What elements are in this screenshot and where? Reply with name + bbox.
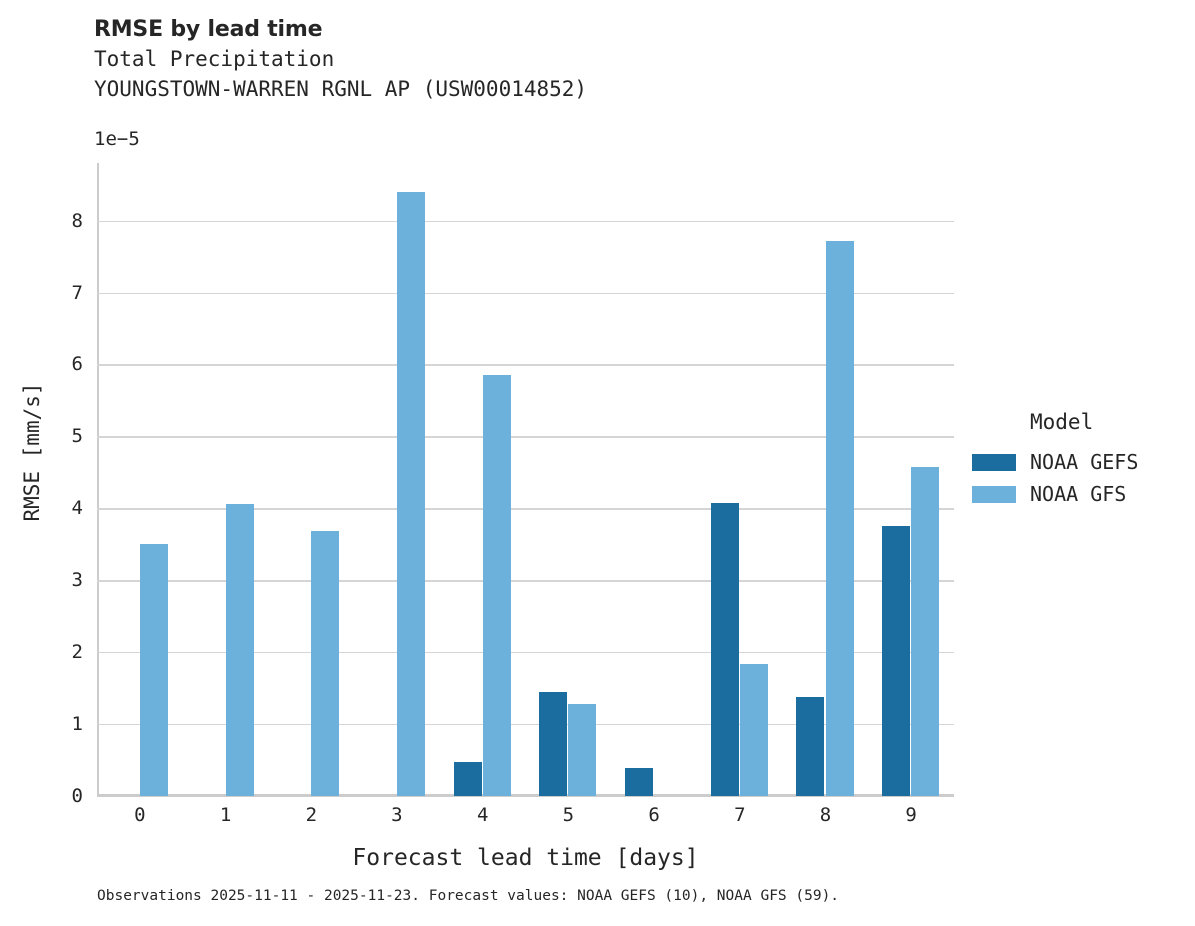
y-axis-tick-label: 1: [71, 713, 83, 736]
y-axis-tick-label: 5: [71, 425, 83, 448]
y-axis-offset-label: 1e−5: [94, 128, 140, 150]
x-axis-title: Forecast lead time [days]: [352, 845, 699, 871]
title-block: RMSE by lead time Total Precipitation YO…: [94, 16, 914, 104]
bar-noaa-gefs-lead-5[interactable]: [539, 691, 568, 796]
x-axis-tick-label: 0: [134, 804, 146, 826]
y-axis-tick-label: 0: [71, 785, 83, 807]
bar-noaa-gfs-lead-4[interactable]: [482, 375, 511, 796]
gridline: [97, 652, 954, 654]
bar-noaa-gfs-lead-9[interactable]: [911, 467, 940, 796]
legend-title: Model: [1030, 410, 1094, 434]
bar-noaa-gfs-lead-2[interactable]: [311, 530, 340, 796]
gridline: [97, 580, 954, 582]
y-axis-tick-label: 7: [71, 281, 83, 304]
legend-swatch-icon: [972, 453, 1016, 471]
legend-item-noaa-gefs[interactable]: NOAA GEFS: [972, 446, 1187, 478]
chart-subtitle-station: YOUNGSTOWN-WARREN RGNL AP (USW00014852): [94, 77, 588, 101]
gridline: [97, 220, 954, 222]
page-title: RMSE by lead time: [94, 17, 323, 42]
y-axis-tick-label: 2: [71, 641, 83, 664]
bar-noaa-gefs-lead-8[interactable]: [796, 696, 825, 796]
gridline: [97, 724, 954, 726]
bar-noaa-gfs-lead-0[interactable]: [139, 543, 168, 796]
chart-subtitle-variable: Total Precipitation: [94, 47, 335, 71]
legend-label: NOAA GFS: [1030, 482, 1127, 506]
y-axis-tick-label: 8: [71, 209, 83, 232]
y-axis-tick-label: 4: [71, 497, 83, 520]
x-axis-tick-label: 4: [476, 804, 489, 826]
gridline: [97, 508, 954, 510]
bar-noaa-gefs-lead-9[interactable]: [882, 525, 911, 796]
plot-area: 0 1 2 3 4 5 6 7 8 0 1 2 3 4 5 6 7 8 9: [72, 163, 954, 826]
footnote: Observations 2025-11-11 - 2025-11-23. Fo…: [97, 888, 840, 904]
bar-noaa-gefs-lead-7[interactable]: [710, 502, 739, 796]
x-axis-tick-label: 9: [905, 804, 917, 826]
bar-noaa-gfs-lead-3[interactable]: [396, 191, 425, 796]
legend: Model NOAA GEFS NOAA GFS: [972, 410, 1187, 510]
gridline: [97, 292, 954, 294]
bar-noaa-gefs-lead-4[interactable]: [453, 762, 482, 796]
y-axis-line: [97, 163, 99, 796]
bar-noaa-gfs-lead-1[interactable]: [225, 504, 254, 796]
legend-swatch-icon: [972, 485, 1016, 503]
x-axis-tick-label: 2: [305, 804, 318, 826]
x-axis-tick-label: 7: [734, 804, 746, 826]
x-axis-tick-label: 6: [648, 804, 660, 826]
y-axis-tick-label: 6: [71, 353, 83, 376]
bar-noaa-gefs-lead-6[interactable]: [624, 767, 653, 796]
gridline: [97, 364, 954, 366]
legend-label: NOAA GEFS: [1030, 450, 1139, 474]
y-axis-tick-label: 3: [71, 569, 83, 592]
x-axis-tick-label: 8: [819, 804, 832, 826]
y-axis-title: RMSE [mm/s]: [20, 382, 44, 522]
legend-item-noaa-gfs[interactable]: NOAA GFS: [972, 478, 1187, 510]
x-axis-tick-label: 5: [562, 804, 575, 826]
bar-noaa-gfs-lead-7[interactable]: [739, 664, 768, 796]
x-axis-tick-label: 1: [219, 804, 232, 826]
x-axis-tick-label: 3: [391, 804, 403, 826]
bar-noaa-gfs-lead-5[interactable]: [568, 703, 597, 796]
legend-entries: NOAA GEFS NOAA GFS: [972, 446, 1187, 510]
bar-noaa-gfs-lead-8[interactable]: [825, 241, 854, 796]
gridline: [97, 436, 954, 438]
x-axis-line: [97, 794, 954, 797]
